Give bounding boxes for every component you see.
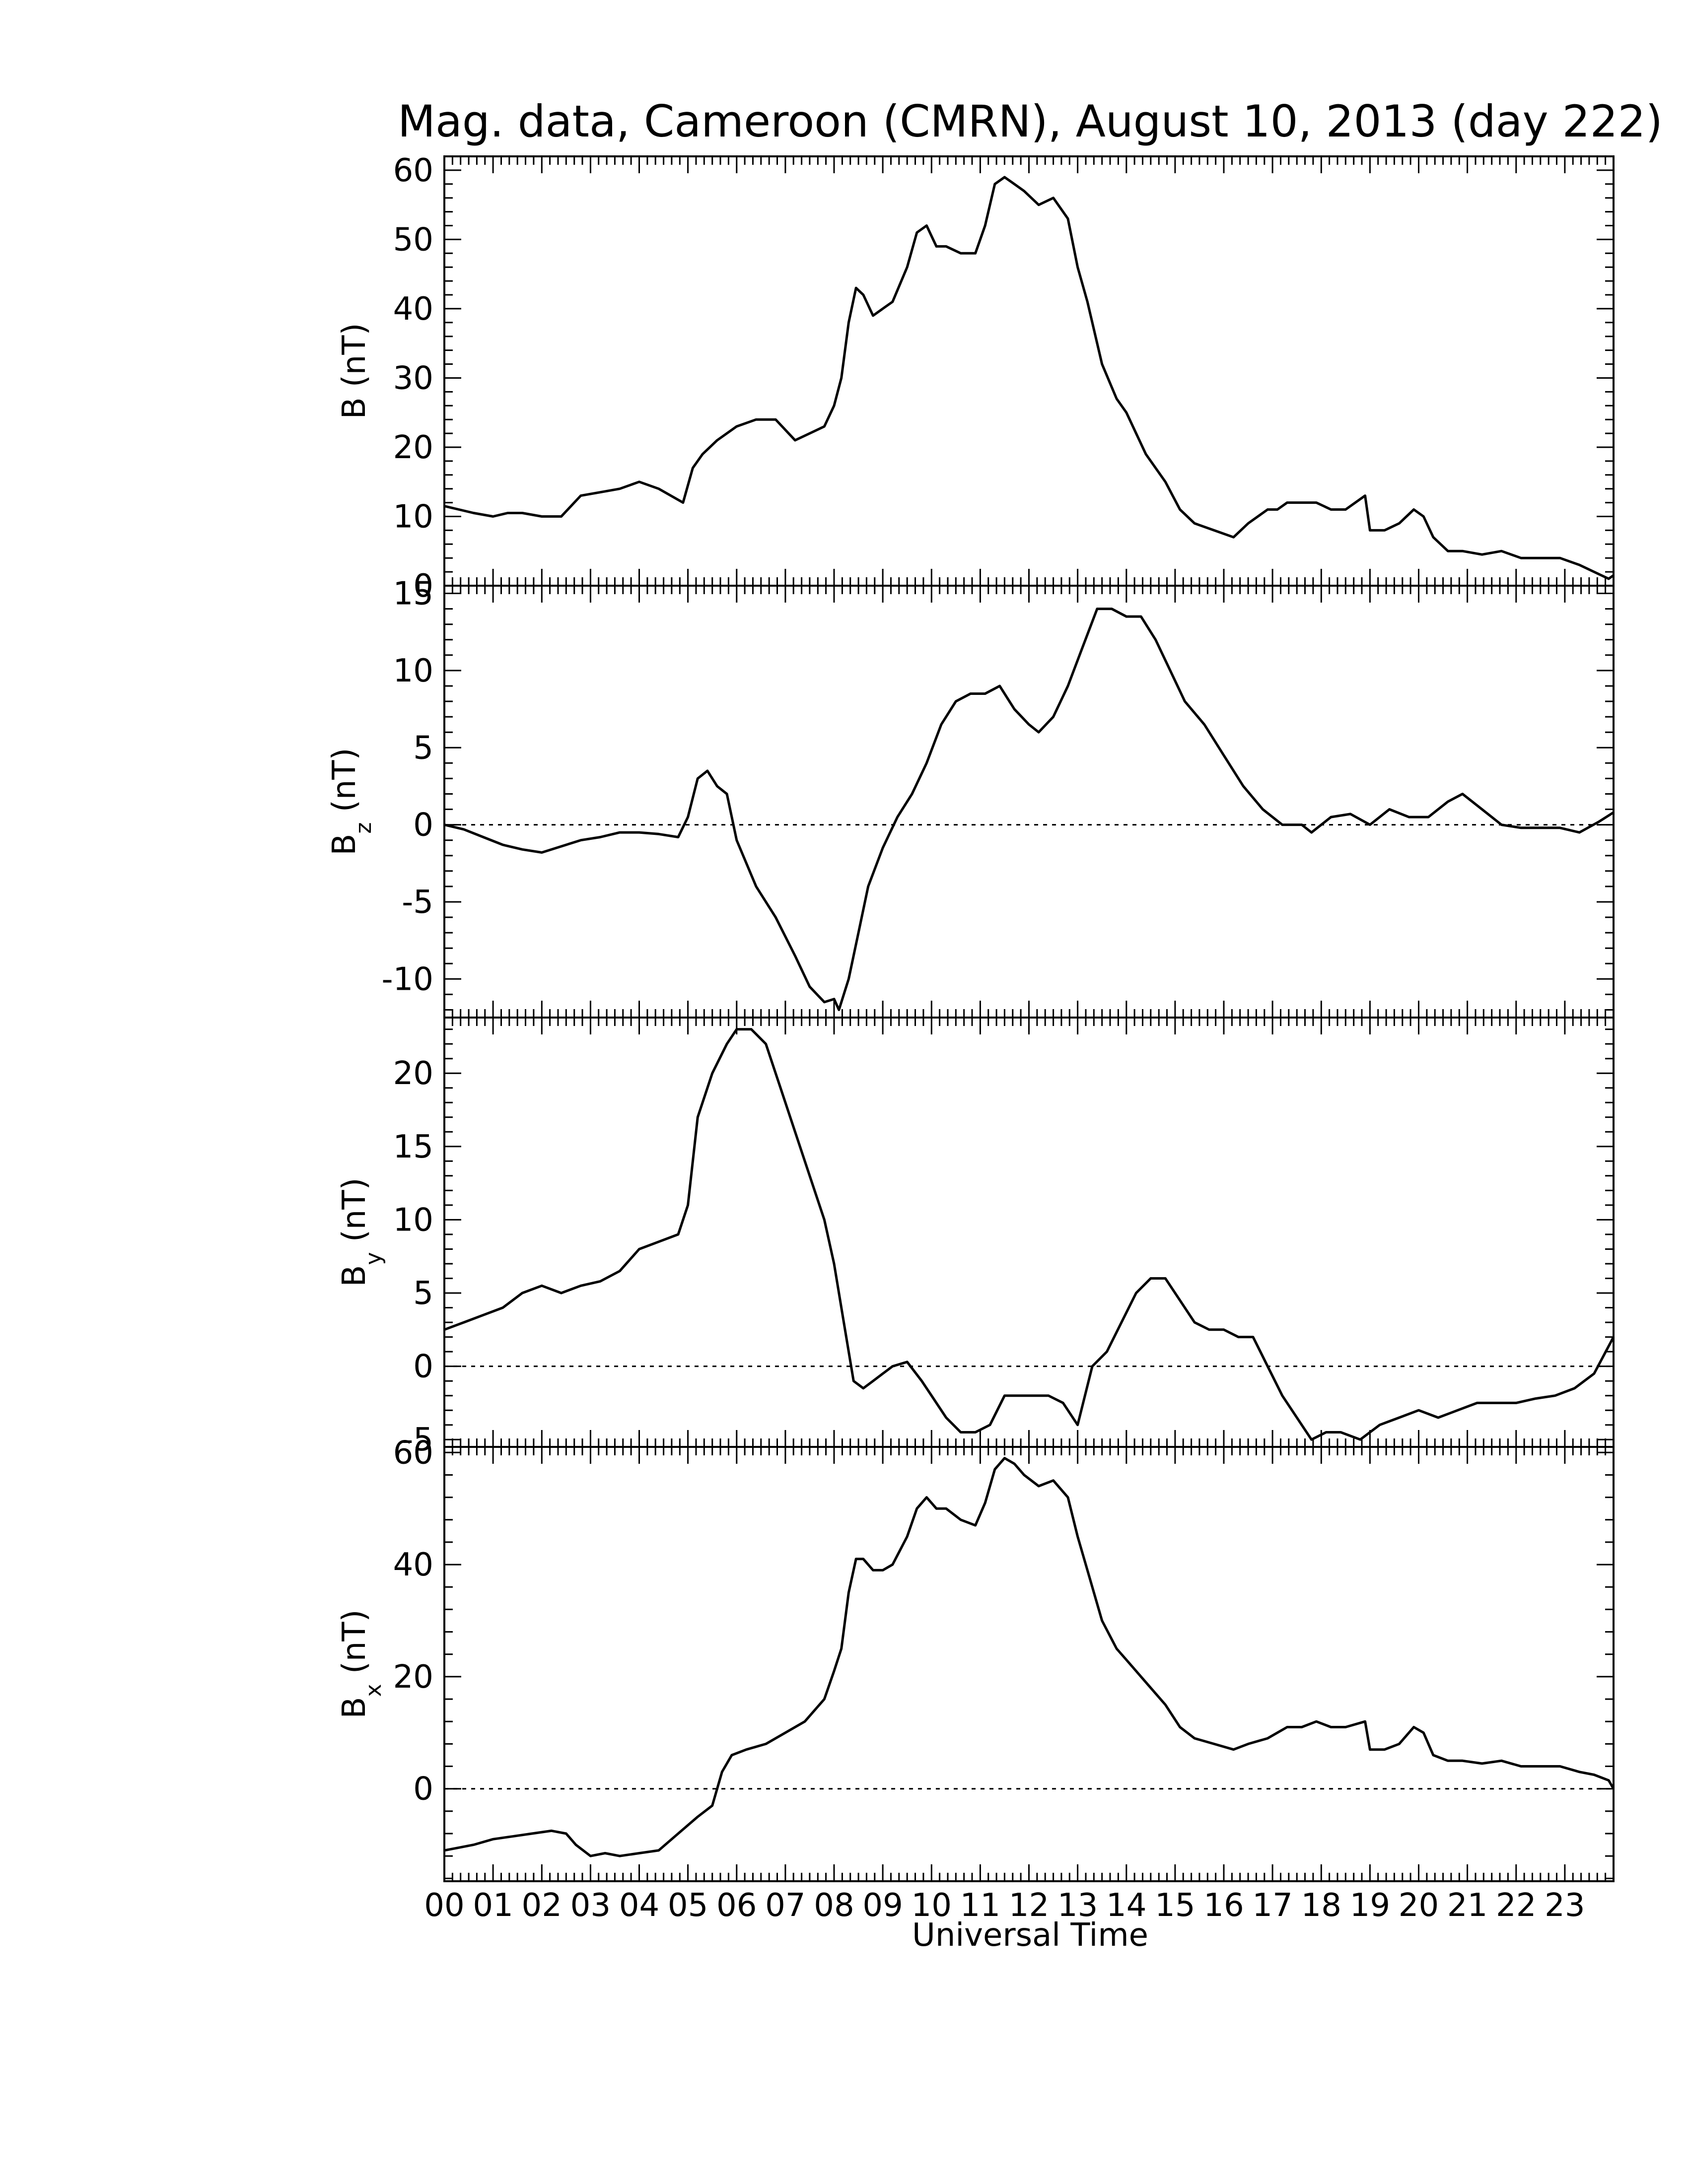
panel-frame (443, 1017, 1615, 1448)
y-tick-label: 10 (393, 1202, 433, 1238)
x-axis: 00 01 02 03 04 05 06 07 08 09 10 11 12 13 14 15 16 17 18 19… (424, 1887, 1585, 1924)
x-tick-label: 17 (1252, 1887, 1292, 1924)
y-tick-marks (444, 155, 1614, 587)
y-tick-label: 15 (393, 1129, 433, 1165)
y-tick-label: -5 (402, 1422, 433, 1458)
x-tick-label: 09 (862, 1887, 903, 1924)
panel-frame (443, 155, 1615, 587)
panel-frame (443, 585, 1615, 1019)
x-tick-label: 05 (668, 1887, 708, 1924)
x-tick-label: 11 (960, 1887, 1000, 1924)
y-tick-marks (444, 593, 1614, 1011)
y-tick-label: 20 (393, 1055, 433, 1092)
y-tick-label: 20 (393, 1659, 433, 1696)
x-tick-label: 16 (1203, 1887, 1244, 1924)
y-axis-label: B (nT) (336, 323, 373, 419)
y-tick-label: -10 (381, 961, 433, 998)
x-tick-label: 01 (473, 1887, 513, 1924)
y-tick-marks (444, 1451, 1614, 1879)
y-axis-label: By (nT) (336, 1178, 386, 1287)
y-tick-label: 0 (413, 568, 433, 605)
series-line-bx (444, 1457, 1615, 1857)
panel-bz: -10 -5 0 5 10 15 Bz (nT) (326, 576, 1615, 1019)
x-tick-label: 00 (424, 1887, 464, 1924)
x-tick-label: 03 (570, 1887, 611, 1924)
x-tick-label: 13 (1057, 1887, 1098, 1924)
y-axis-label: Bz (nT) (326, 748, 376, 856)
x-tick-label: 22 (1496, 1887, 1536, 1924)
chart-title: Mag. data, Cameroon (CMRN), August 10, 2… (398, 96, 1663, 147)
x-tick-label: 20 (1399, 1887, 1439, 1924)
x-tick-label: 19 (1350, 1887, 1390, 1924)
y-axis-label: Bx (nT) (336, 1610, 386, 1719)
y-tick-marks (444, 1028, 1614, 1440)
x-tick-label: 08 (814, 1887, 854, 1924)
y-tick-label: 0 (413, 1771, 433, 1808)
x-tick-label: 23 (1545, 1887, 1585, 1924)
y-tick-label: 60 (393, 1434, 433, 1471)
y-tick-label: 15 (393, 576, 433, 613)
x-tick-marks (443, 1018, 1615, 1447)
x-tick-label: 10 (912, 1887, 952, 1924)
x-tick-label: 06 (716, 1887, 757, 1924)
x-tick-marks (443, 586, 1615, 1018)
x-tick-label: 12 (1009, 1887, 1049, 1924)
y-tick-label: -5 (402, 884, 433, 921)
x-tick-label: 07 (765, 1887, 805, 1924)
panel-frame (443, 1446, 1615, 1882)
x-axis-label: Universal Time (912, 1917, 1148, 1954)
panel-b-total: 0 10 20 30 40 50 60 B (nT) (336, 152, 1615, 605)
y-tick-label: 40 (393, 291, 433, 328)
x-tick-label: 15 (1155, 1887, 1195, 1924)
y-tick-label: 20 (393, 429, 433, 466)
y-tick-label: 10 (393, 653, 433, 689)
panel-bx: 0 20 40 60 Bx (nT) (336, 1434, 1615, 1882)
y-tick-label: 60 (393, 152, 433, 189)
x-tick-marks (443, 156, 1615, 586)
y-tick-label: 0 (413, 807, 433, 844)
series-line-bz (444, 608, 1615, 1011)
y-tick-label: 40 (393, 1547, 433, 1583)
y-tick-label: 5 (413, 1275, 433, 1312)
series-line-b-total (444, 176, 1615, 580)
panel-by: -5 0 5 10 15 20 By (nT) (336, 1017, 1615, 1458)
y-tick-label: 50 (393, 221, 433, 258)
series-line-by (444, 1028, 1615, 1441)
y-tick-label: 10 (393, 498, 433, 535)
x-tick-label: 14 (1106, 1887, 1146, 1924)
x-tick-label: 04 (619, 1887, 659, 1924)
x-tick-label: 18 (1301, 1887, 1341, 1924)
x-tick-label: 21 (1447, 1887, 1487, 1924)
y-tick-label: 5 (413, 730, 433, 766)
x-tick-marks (443, 1447, 1615, 1881)
y-tick-label: 0 (413, 1349, 433, 1385)
y-tick-label: 30 (393, 360, 433, 397)
x-tick-label: 02 (522, 1887, 562, 1924)
